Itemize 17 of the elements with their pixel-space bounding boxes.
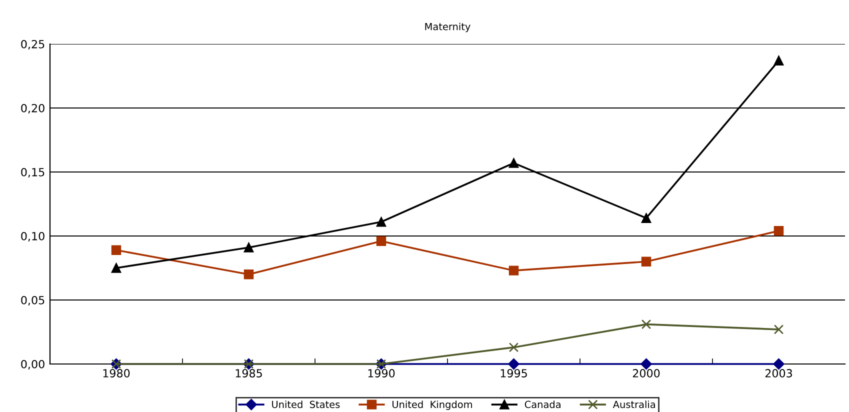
- y-tick-label: 0,10: [21, 232, 44, 242]
- legend-label: Canada: [524, 400, 560, 408]
- legend-label: United States: [272, 400, 340, 408]
- x-tick-label: 1980: [103, 369, 130, 378]
- x-tick-label: 1985: [236, 369, 262, 378]
- y-tick-label: 0,25: [21, 40, 44, 50]
- y-tick-label: 0,20: [21, 104, 44, 114]
- x-tick-label: 2003: [765, 369, 792, 378]
- x-tick-label: 1990: [368, 369, 395, 378]
- x-tick-label: 2000: [632, 369, 660, 378]
- legend-label: United Kingdom: [392, 400, 472, 410]
- y-tick-label: 0,00: [21, 360, 44, 370]
- y-tick-label: 0,05: [21, 296, 44, 306]
- legend-label: Australia: [612, 400, 655, 408]
- y-tick-label: 0,15: [21, 168, 44, 178]
- x-tick-label: 1995: [500, 369, 527, 378]
- chart-title: Maternity: [425, 22, 470, 32]
